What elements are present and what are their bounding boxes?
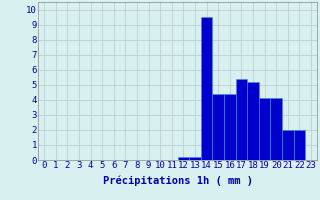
Bar [294, 130, 305, 160]
Bar [189, 157, 201, 160]
Bar [247, 82, 259, 160]
Bar [178, 157, 189, 160]
Bar [270, 98, 282, 160]
Bar [212, 94, 224, 160]
Bar [224, 94, 236, 160]
Bar [282, 130, 294, 160]
X-axis label: Précipitations 1h ( mm ): Précipitations 1h ( mm ) [103, 176, 252, 186]
Bar [236, 79, 247, 160]
Bar [259, 98, 270, 160]
Bar [201, 17, 212, 160]
